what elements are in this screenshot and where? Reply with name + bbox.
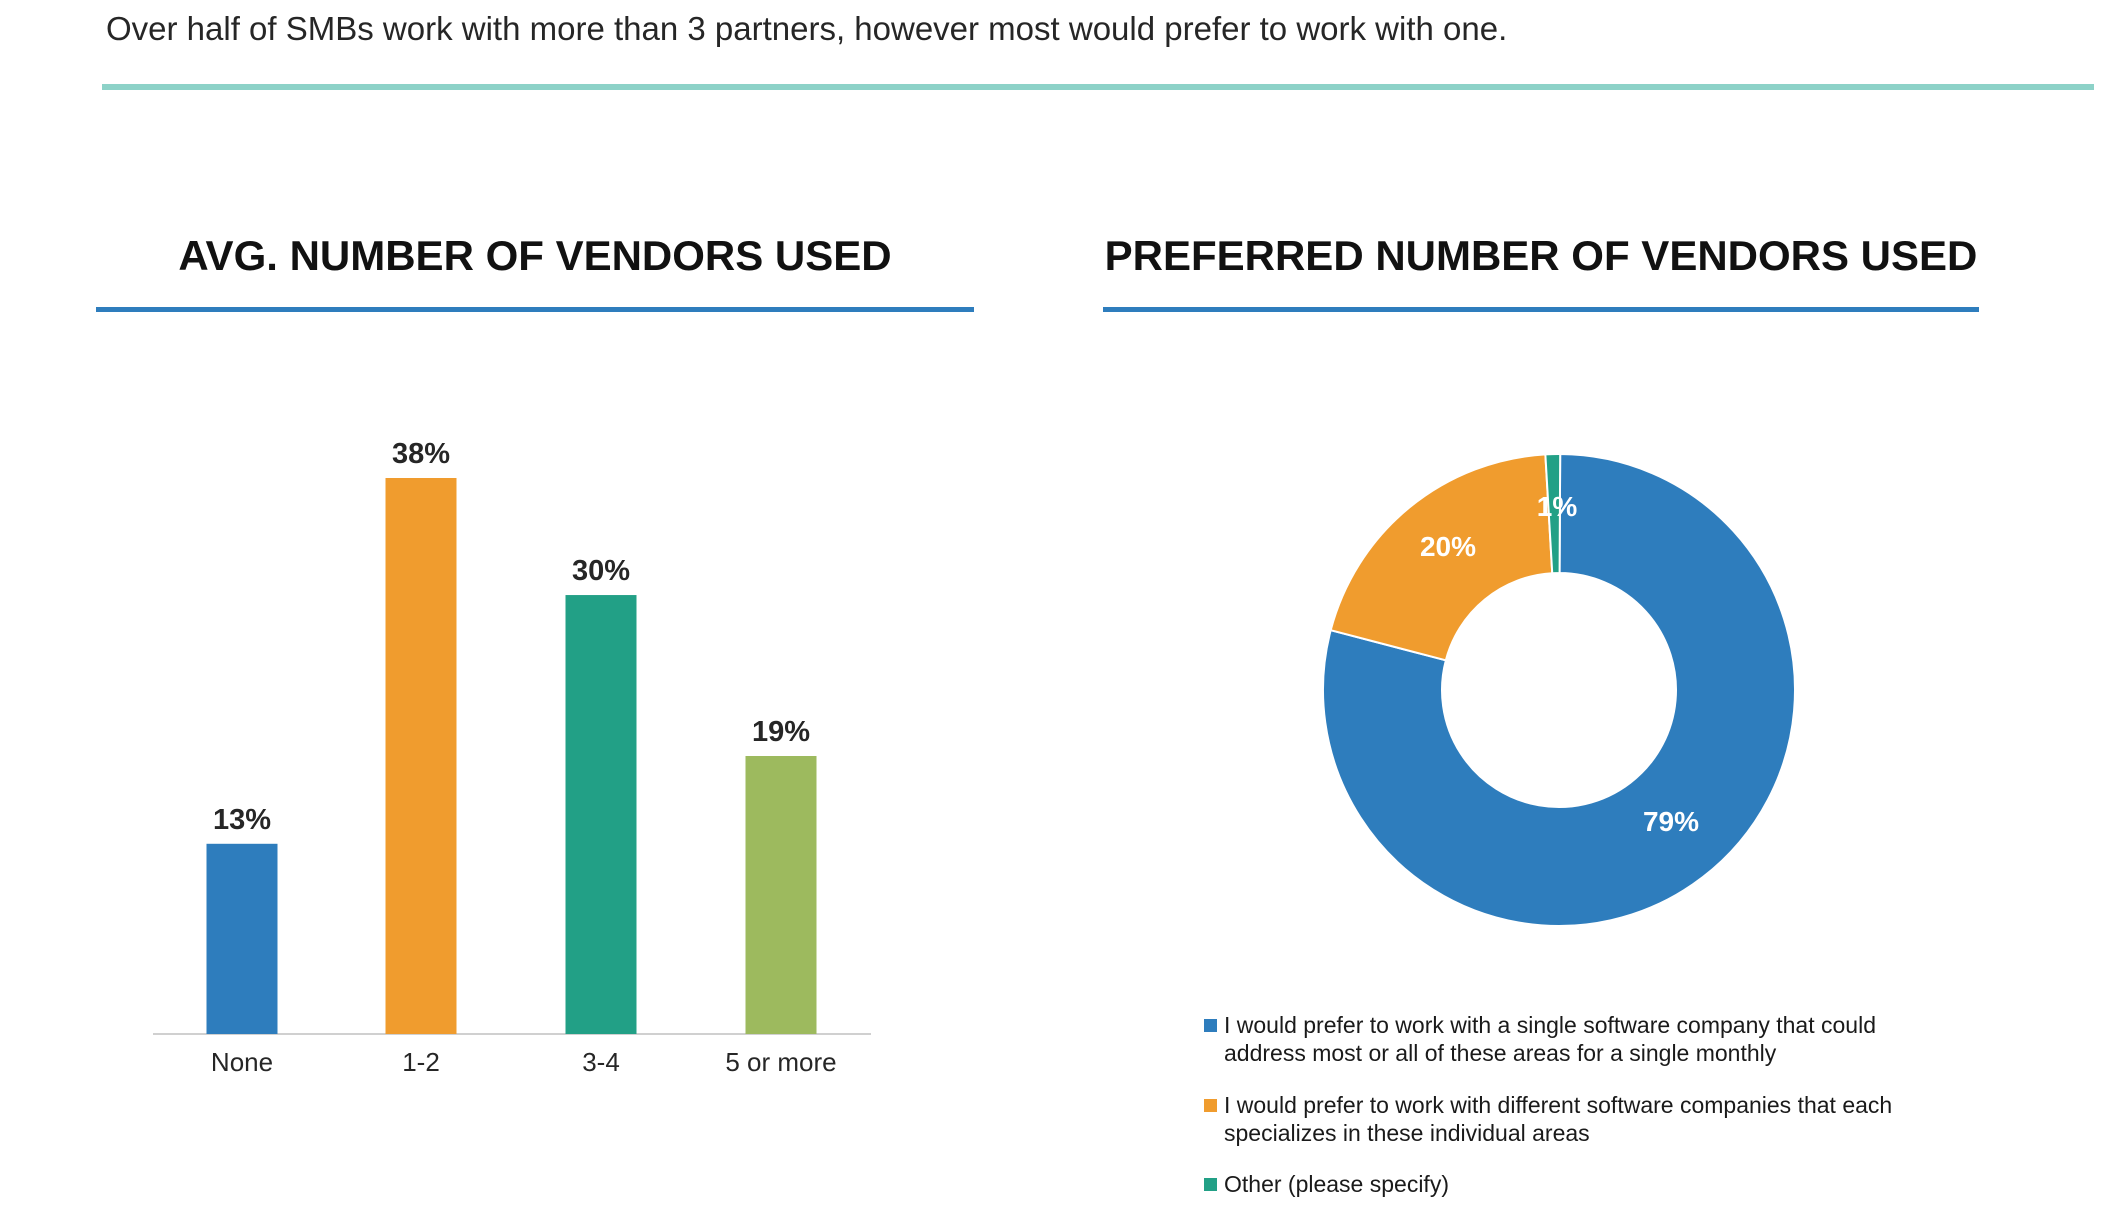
bar-5-or-more [745,756,817,1034]
donut-slice-20pct [1329,453,1554,662]
headline-rule [102,84,2094,90]
bar-value-label: 19% [752,716,810,748]
legend-label: Other (please specify) [1224,1171,1449,1197]
x-tick-label: 1-2 [402,1047,440,1077]
bar-none [206,843,278,1034]
legend-item: I would prefer to work with a single sof… [1204,1011,1964,1067]
bar-chart-title: AVG. NUMBER OF VENDORS USED [178,232,892,279]
bar-value-label: 38% [392,438,450,470]
donut-slice-1pct [1544,453,1562,575]
legend-label: I would prefer to work with different so… [1224,1092,1893,1146]
x-tick-label: 5 or more [725,1047,836,1077]
donut-value-label: 1% [1537,491,1578,522]
legend-swatch [1204,1099,1217,1112]
donut-chart-title: PREFERRED NUMBER OF VENDORS USED [1104,232,1978,279]
legend-item: Other (please specify) [1204,1170,1964,1198]
x-tick-label: 3-4 [582,1047,620,1077]
bar-chart-title-rule [96,307,974,312]
headline: Over half of SMBs work with more than 3 … [106,10,1508,47]
bar-1-2 [385,478,457,1034]
legend-swatch [1204,1019,1217,1032]
x-tick-label: None [211,1047,273,1077]
donut-value-label: 20% [1420,531,1476,562]
legend-item: I would prefer to work with different so… [1204,1091,1964,1147]
bar-3-4 [565,595,637,1034]
donut-value-label: 79% [1643,806,1699,837]
bar-value-label: 30% [572,555,630,587]
legend-label: I would prefer to work with a single sof… [1224,1012,1876,1066]
legend-swatch [1204,1178,1217,1191]
donut-slice-79pct [1322,452,1796,927]
bar-value-label: 13% [213,804,271,836]
donut-chart-title-rule [1103,307,1979,312]
